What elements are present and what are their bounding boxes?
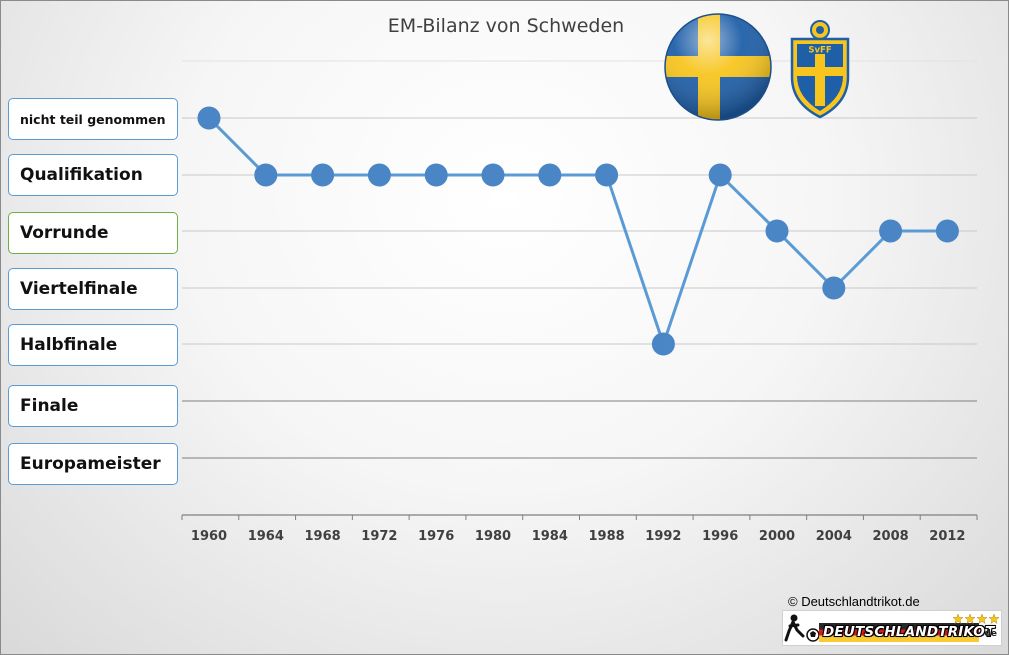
category-box-final: Finale	[8, 385, 178, 427]
data-point	[651, 332, 675, 356]
x-tick-label: 1984	[532, 529, 568, 544]
brand-name: DEUTSCHLANDTRIKOT	[823, 624, 995, 640]
category-box-not-participated: nicht teil genommen	[8, 98, 178, 140]
x-tick-label: 1988	[589, 529, 625, 544]
x-tick-label: 1996	[702, 529, 738, 544]
data-point	[935, 219, 959, 243]
data-point	[197, 106, 221, 130]
x-tick-label: 1992	[645, 529, 681, 544]
copyright-text: © Deutschlandtrikot.de	[788, 594, 920, 609]
brand-color-band	[819, 623, 979, 642]
x-tick-label: 1960	[191, 529, 227, 544]
swedish-flag-ball-icon	[664, 13, 772, 121]
data-point	[822, 276, 846, 300]
category-box-group-stage: Vorrunde	[8, 212, 178, 254]
x-tick-label: 2008	[873, 529, 909, 544]
data-point	[367, 163, 391, 187]
x-tick-label: 2000	[759, 529, 795, 544]
x-tick-label: 1972	[361, 529, 397, 544]
data-point	[765, 219, 789, 243]
category-box-semifinal: Halbfinale	[8, 324, 178, 366]
x-tick-label: 1976	[418, 529, 454, 544]
data-point	[538, 163, 562, 187]
data-point	[879, 219, 903, 243]
x-tick-label: 1964	[248, 529, 284, 544]
chart-title: EM-Bilanz von Schweden	[387, 15, 625, 37]
x-tick-label: 1980	[475, 529, 511, 544]
x-tick-label: 2012	[929, 529, 965, 544]
data-point	[311, 163, 335, 187]
data-point	[481, 163, 505, 187]
x-tick-label: 2004	[816, 529, 852, 544]
data-point	[595, 163, 619, 187]
brand-logo[interactable]: DEUTSCHLANDTRIKOT .de	[782, 610, 1002, 646]
stars-icon	[953, 614, 999, 624]
category-box-quarterfinal: Viertelfinale	[8, 268, 178, 310]
svff-crest-icon: SvFF	[790, 20, 850, 119]
x-tick-label: 1968	[305, 529, 341, 544]
brand-suffix: .de	[981, 629, 997, 639]
category-box-champion: Europameister	[8, 443, 178, 485]
soccer-player-icon	[784, 614, 820, 642]
crest-text: SvFF	[808, 46, 831, 56]
data-point	[708, 163, 732, 187]
data-point	[254, 163, 278, 187]
category-box-qualification: Qualifikation	[8, 154, 178, 196]
data-point	[424, 163, 448, 187]
